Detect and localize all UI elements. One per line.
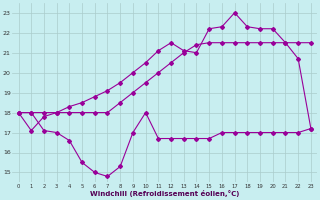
X-axis label: Windchill (Refroidissement éolien,°C): Windchill (Refroidissement éolien,°C) <box>90 190 239 197</box>
